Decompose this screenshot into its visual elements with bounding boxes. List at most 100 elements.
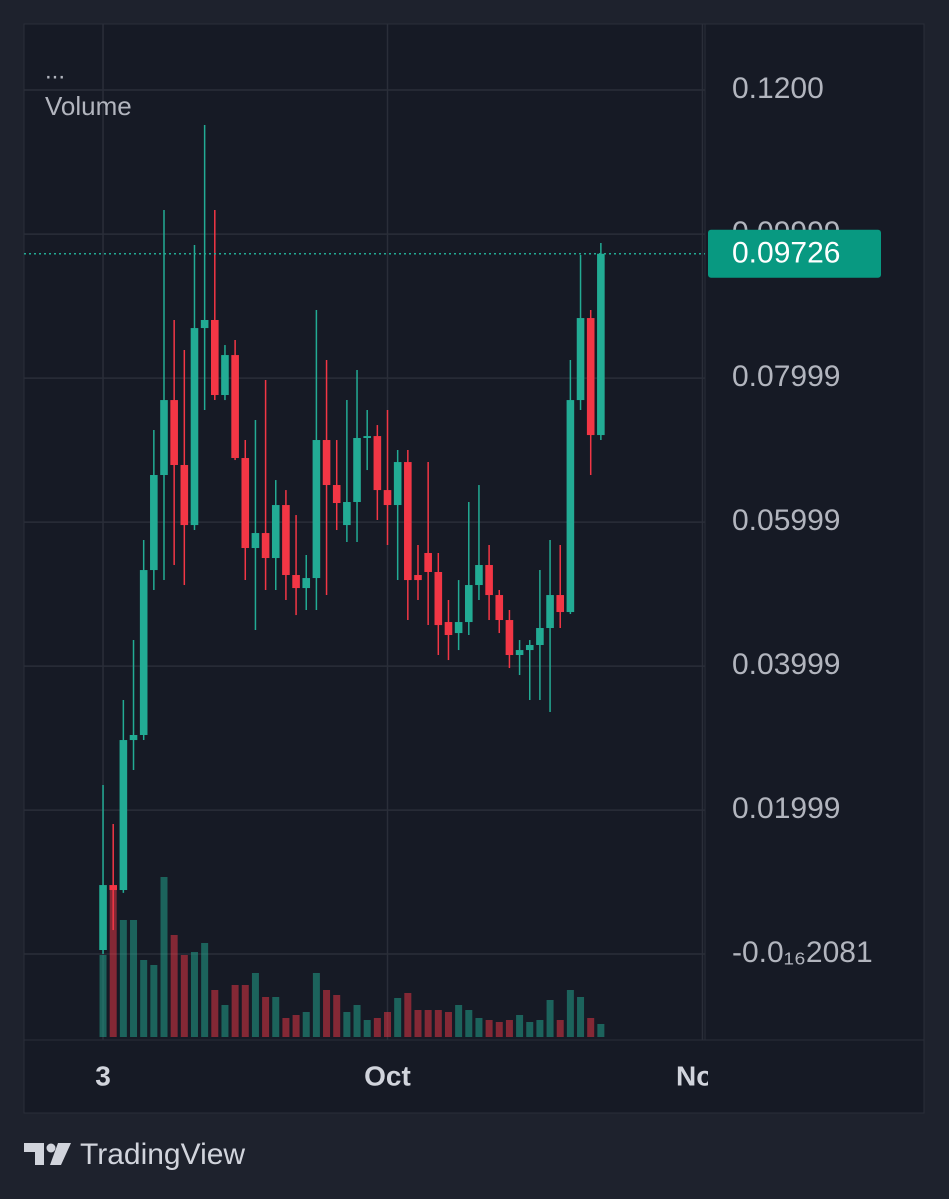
volume-bar bbox=[272, 997, 280, 1037]
volume-bar bbox=[170, 935, 178, 1037]
volume-bar bbox=[566, 990, 574, 1037]
volume-bar bbox=[251, 973, 259, 1037]
volume-bar bbox=[302, 1012, 310, 1037]
volume-bar bbox=[597, 1024, 605, 1037]
volume-bar bbox=[536, 1020, 544, 1037]
candle-body bbox=[210, 319, 219, 396]
volume-bar bbox=[363, 1020, 371, 1037]
candle-body bbox=[464, 585, 473, 623]
volume-bar bbox=[292, 1015, 300, 1037]
volume-bar bbox=[577, 997, 585, 1037]
candle-body bbox=[302, 578, 311, 589]
candle-body bbox=[566, 400, 575, 613]
candle-body bbox=[139, 570, 148, 736]
candle-body bbox=[322, 440, 331, 486]
volume-bar bbox=[353, 1005, 361, 1037]
candle-body bbox=[180, 465, 189, 526]
candle-body bbox=[170, 400, 178, 466]
volume-bar bbox=[201, 943, 209, 1037]
candle-body bbox=[231, 355, 239, 459]
candle-body bbox=[221, 355, 229, 396]
candle-body bbox=[251, 533, 260, 549]
candle-body bbox=[586, 318, 595, 436]
candle-body bbox=[312, 440, 321, 579]
volume-bar bbox=[262, 997, 270, 1037]
candle-body bbox=[515, 650, 524, 656]
volume-bar bbox=[465, 1010, 473, 1037]
volume-bars bbox=[99, 877, 605, 1037]
volume-bar bbox=[282, 1018, 290, 1037]
volume-bar bbox=[475, 1018, 483, 1037]
brand-name: TradingView bbox=[80, 1138, 245, 1171]
volume-bar bbox=[587, 1018, 595, 1037]
candle-body bbox=[485, 565, 493, 596]
x-tick-label: Nov bbox=[676, 1060, 729, 1091]
volume-bar bbox=[394, 998, 402, 1037]
x-tick-label: 3 bbox=[95, 1060, 111, 1091]
volume-bar bbox=[424, 1010, 432, 1037]
volume-bar bbox=[485, 1020, 493, 1037]
candle-body bbox=[414, 575, 422, 581]
candle-body bbox=[160, 400, 168, 476]
volume-bar bbox=[231, 985, 239, 1037]
volume-bar bbox=[140, 960, 148, 1037]
candle-body bbox=[129, 735, 138, 741]
volume-bar bbox=[384, 1012, 392, 1037]
candle-body bbox=[200, 319, 209, 329]
candle-body bbox=[190, 328, 199, 526]
last-price-box bbox=[708, 229, 881, 278]
candle-body bbox=[434, 571, 443, 626]
x-axis: 3 Oct Nov bbox=[95, 1060, 729, 1091]
candle-body bbox=[119, 740, 128, 891]
candle-body bbox=[404, 462, 412, 581]
volume-legend: Volume bbox=[45, 91, 132, 121]
candle-body bbox=[525, 645, 534, 651]
volume-bar bbox=[373, 1018, 381, 1037]
candle-body bbox=[241, 458, 250, 549]
y-tick-label: 0.1200 bbox=[732, 72, 824, 105]
candle-body bbox=[261, 533, 270, 559]
volume-bar bbox=[444, 1012, 452, 1037]
candle-body bbox=[475, 565, 483, 586]
volume-bar bbox=[109, 890, 117, 1037]
volume-bar bbox=[130, 920, 138, 1037]
volume-bar bbox=[343, 1012, 351, 1037]
candle-body bbox=[556, 595, 565, 613]
candle-body bbox=[292, 575, 300, 589]
candle-body bbox=[332, 485, 341, 504]
candle-body bbox=[495, 595, 504, 621]
candle-body bbox=[454, 622, 463, 634]
y-tick-label: 0.03999 bbox=[732, 648, 840, 681]
volume-bar bbox=[455, 1005, 463, 1037]
volume-bar bbox=[516, 1015, 524, 1037]
volume-bar bbox=[160, 877, 168, 1037]
candle-body bbox=[343, 502, 351, 526]
volume-bar bbox=[312, 973, 320, 1037]
candle-body bbox=[109, 885, 118, 891]
y-tick-label: -0.0₁₆2081 bbox=[732, 936, 873, 969]
candle-body bbox=[383, 490, 392, 506]
candle-body bbox=[505, 620, 514, 656]
candle-body bbox=[546, 595, 554, 629]
chart-panel bbox=[23, 23, 925, 1114]
candle-body bbox=[576, 318, 585, 401]
volume-bar bbox=[323, 990, 331, 1037]
candle-body bbox=[271, 505, 280, 559]
candle-body bbox=[424, 552, 432, 572]
volume-bar bbox=[150, 965, 158, 1037]
volume-bar bbox=[495, 1022, 503, 1037]
candle-body bbox=[393, 462, 402, 506]
y-tick-label: 0.01999 bbox=[732, 792, 840, 825]
volume-bar bbox=[505, 1020, 513, 1037]
candle-body bbox=[373, 436, 382, 491]
volume-bar bbox=[99, 955, 107, 1037]
volume-bar bbox=[221, 1005, 229, 1037]
candle-body bbox=[353, 438, 361, 503]
volume-bar bbox=[190, 952, 198, 1037]
volume-bar bbox=[414, 1010, 422, 1037]
volume-bar bbox=[333, 995, 341, 1037]
candle-body bbox=[363, 436, 371, 439]
candle-body bbox=[150, 475, 158, 571]
